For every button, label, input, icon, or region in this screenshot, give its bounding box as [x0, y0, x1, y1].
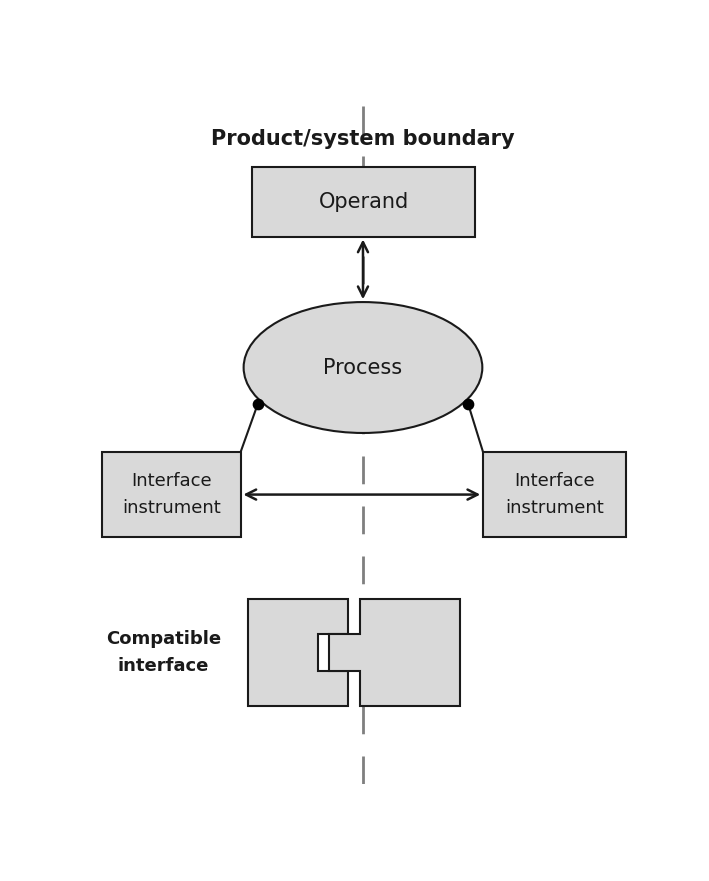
Bar — [483, 452, 625, 537]
Polygon shape — [248, 598, 348, 707]
Text: Compatible
interface: Compatible interface — [106, 630, 221, 675]
Ellipse shape — [244, 302, 482, 433]
Point — [462, 396, 474, 411]
Bar — [102, 452, 240, 537]
Polygon shape — [329, 598, 460, 707]
Point — [252, 396, 264, 411]
Text: Interface
instrument: Interface instrument — [505, 472, 603, 517]
Text: Product/system boundary: Product/system boundary — [211, 129, 515, 149]
Bar — [252, 167, 476, 237]
Text: Process: Process — [323, 358, 403, 378]
Text: Operand: Operand — [318, 192, 409, 212]
Text: Interface
instrument: Interface instrument — [122, 472, 220, 517]
